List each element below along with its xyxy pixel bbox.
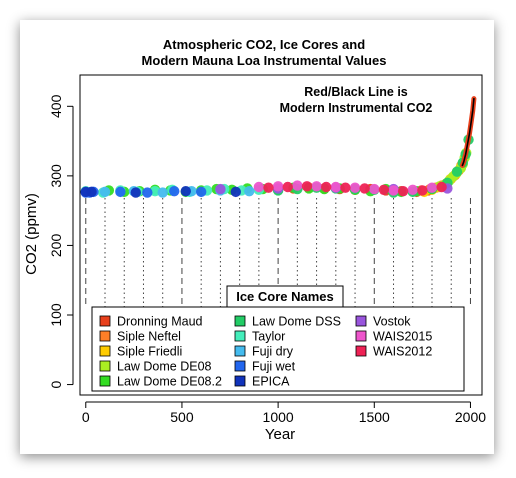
legend-title: Ice Core Names	[236, 289, 334, 304]
legend-swatch	[235, 331, 245, 341]
data-point	[408, 185, 418, 195]
data-point	[436, 182, 446, 192]
x-tick-label: 1500	[359, 409, 390, 425]
data-point	[417, 185, 427, 195]
annotation-line-2: Modern Instrumental CO2	[280, 101, 433, 115]
data-point	[369, 184, 379, 194]
data-point	[158, 187, 168, 197]
annotation-line-1: Red/Black Line is	[304, 85, 408, 99]
y-tick-label: 100	[48, 303, 64, 327]
data-point	[263, 182, 273, 192]
data-point	[398, 186, 408, 196]
legend-label: Siple Neftel	[117, 330, 181, 344]
data-point	[302, 181, 312, 191]
legend-label: Law Dome DE08	[117, 360, 212, 374]
legend-swatch	[100, 331, 110, 341]
data-point	[115, 187, 125, 197]
legend-label: WAIS2012	[373, 345, 432, 359]
data-point	[215, 184, 225, 194]
data-point	[427, 182, 437, 192]
co2-chart: Atmospheric CO2, Ice Cores and Modern Ma…	[20, 20, 494, 454]
x-tick-label: 0	[82, 409, 90, 425]
legend-label: Fuji dry	[252, 345, 294, 359]
legend-swatch	[235, 346, 245, 356]
data-point	[131, 187, 141, 197]
y-tick-label: 400	[48, 94, 64, 118]
x-tick-label: 500	[170, 409, 194, 425]
y-tick-label: 0	[48, 380, 64, 388]
legend-label: Fuji wet	[252, 360, 296, 374]
y-tick-label: 200	[48, 234, 64, 258]
legend-swatch	[235, 361, 245, 371]
data-point	[254, 182, 264, 192]
legend-label: Siple Friedli	[117, 345, 182, 359]
data-point	[100, 187, 110, 197]
legend-swatch	[100, 316, 110, 326]
x-tick-label: 2000	[455, 409, 486, 425]
data-point	[181, 186, 191, 196]
legend-swatch	[356, 331, 366, 341]
chart-title-line-1: Atmospheric CO2, Ice Cores and	[163, 37, 365, 52]
legend-swatch	[100, 346, 110, 356]
y-tick-label: 300	[48, 164, 64, 188]
chart-title-line-2: Modern Mauna Loa Instrumental Values	[142, 53, 387, 68]
y-axis-label: CO2 (ppmv)	[23, 193, 40, 275]
data-point	[340, 182, 350, 192]
legend-label: Law Dome DE08.2	[117, 375, 222, 389]
legend-swatch	[235, 376, 245, 386]
legend-label: WAIS2015	[373, 330, 432, 344]
data-point	[86, 187, 96, 197]
data-point	[231, 187, 241, 197]
data-point	[388, 185, 398, 195]
data-point	[379, 185, 389, 195]
legend-label: Taylor	[252, 330, 285, 344]
data-point	[169, 186, 179, 196]
figure-card: Atmospheric CO2, Ice Cores and Modern Ma…	[20, 20, 494, 454]
legend-label: Vostok	[373, 315, 411, 329]
x-axis: 0 500 1000 1500 2000	[82, 402, 486, 425]
data-point	[283, 182, 293, 192]
x-axis-label: Year	[265, 426, 295, 443]
data-point	[292, 180, 302, 190]
x-tick-label: 1000	[263, 409, 294, 425]
legend-swatch	[100, 376, 110, 386]
data-point	[311, 181, 321, 191]
legend-label: Dronning Maud	[117, 315, 203, 329]
data-point	[196, 187, 206, 197]
data-points	[81, 134, 474, 197]
data-point	[273, 181, 283, 191]
legend-swatch	[100, 361, 110, 371]
legend-label: EPICA	[252, 375, 290, 389]
legend-swatch	[356, 346, 366, 356]
legend-label: Law Dome DSS	[252, 315, 341, 329]
data-point	[350, 182, 360, 192]
y-axis: 0 100 200 300 400	[48, 94, 73, 388]
data-point	[142, 187, 152, 197]
legend-swatch	[235, 316, 245, 326]
data-point	[359, 183, 369, 193]
data-point	[244, 186, 254, 196]
legend-swatch	[356, 316, 366, 326]
data-point	[331, 182, 341, 192]
data-point	[452, 166, 462, 176]
data-point	[321, 182, 331, 192]
